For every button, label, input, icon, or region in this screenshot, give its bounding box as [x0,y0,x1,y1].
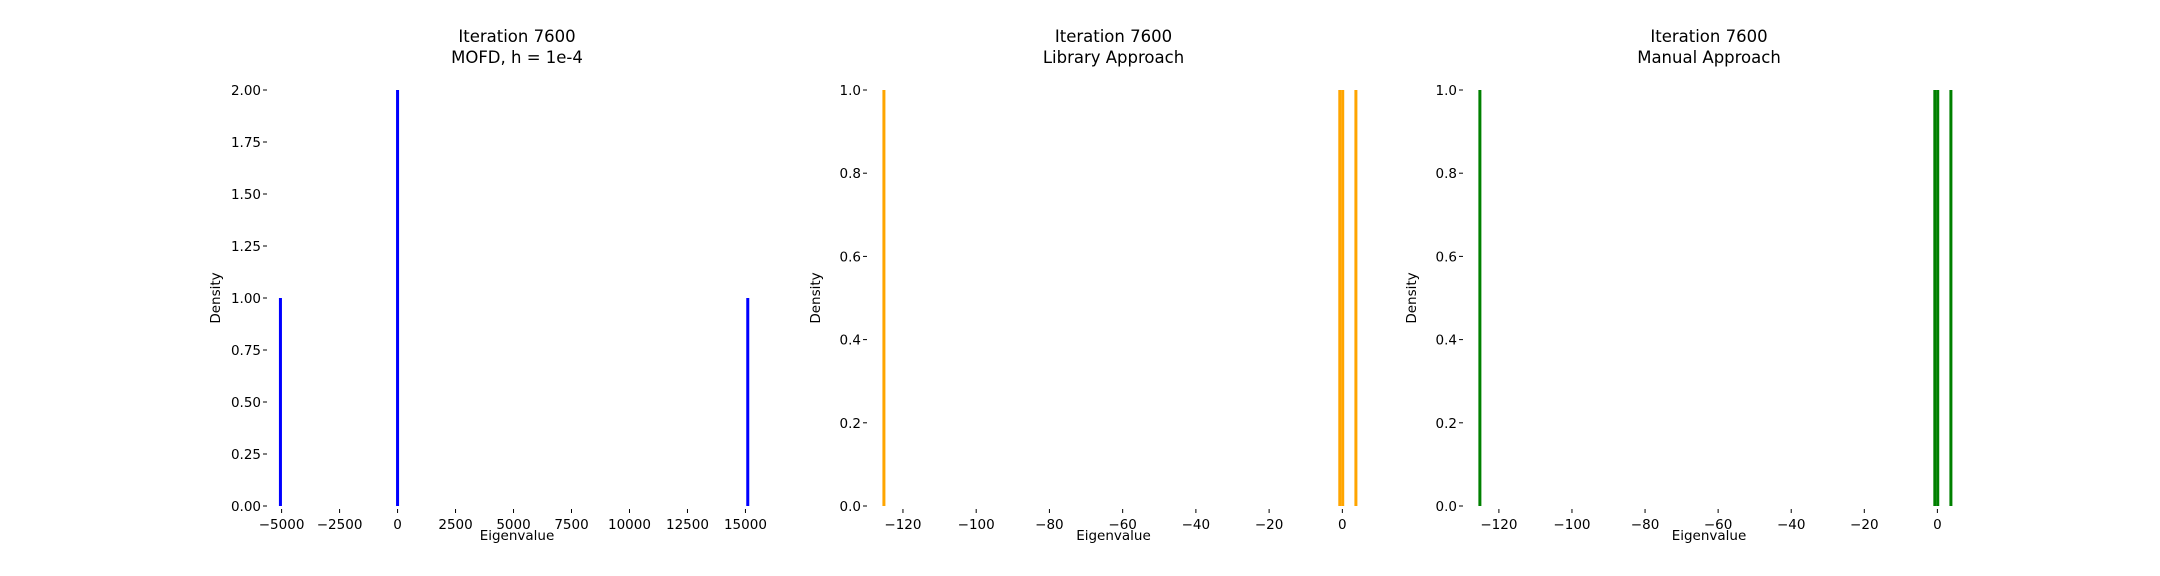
x-axis-label: Eigenvalue [1076,528,1151,544]
y-tick-label: 0.50 [231,395,261,411]
chart-subtitle: Library Approach [1043,48,1184,67]
y-tick-label: 0.6 [840,249,861,265]
bar-4 [1354,90,1358,506]
y-tick-label: 0.6 [1436,249,1457,265]
x-tick-label: −120 [884,517,921,533]
chart-panel-1: Iteration 7600 MOFD, h = 1e-4 −5000 −2500 0 2… [208,27,767,544]
bar-4 [1949,90,1953,506]
x-tick-label: −20 [1850,517,1879,533]
y-tick-label: 2.00 [231,83,261,99]
bar-3 [746,298,750,506]
y-tick-label: 1.0 [840,83,861,99]
x-tick-label: 0 [1933,517,1942,533]
x-tick-label: 7500 [554,517,588,533]
y-tick-label: 0.4 [840,333,861,349]
x-tick-label: 0 [393,517,402,533]
x-axis-label: Eigenvalue [480,528,555,544]
chart-title: Iteration 7600 [1650,27,1767,46]
y-tick-label: 0.25 [231,447,261,463]
y-tick-label: 0.4 [1436,333,1457,349]
y-tick-label: 0.00 [231,499,261,515]
x-tick-label: −80 [1631,517,1660,533]
x-tick-label: 2500 [438,517,472,533]
y-axis-label: Density [208,272,224,323]
chart-title: Iteration 7600 [1055,27,1172,46]
chart-subtitle: MOFD, h = 1e-4 [451,48,583,67]
bar-3 [1936,90,1940,506]
x-tick-label: −100 [1553,517,1590,533]
x-tick-label: −60 [1704,517,1733,533]
x-tick-label: 0 [1338,517,1347,533]
chart-title: Iteration 7600 [458,27,575,46]
y-tick-label: 0.0 [1436,499,1457,515]
y-tick-label: 0.8 [1436,166,1457,182]
y-tick-label: 0.0 [840,499,861,515]
y-tick-label: 0.75 [231,343,261,359]
bar-2 [396,90,400,506]
x-axis-label: Eigenvalue [1672,528,1747,544]
x-tick-label: −20 [1255,517,1284,533]
x-tick-label: −40 [1777,517,1806,533]
x-tick-label: 12500 [666,517,709,533]
x-tick-label: −5000 [259,517,305,533]
x-tick-label: −2500 [317,517,363,533]
y-tick-label: 1.00 [231,291,261,307]
bar-2 [1933,90,1937,506]
x-tick-label: 10000 [608,517,651,533]
x-tick-label: −40 [1182,517,1211,533]
x-tick-label: −120 [1480,517,1517,533]
y-tick-label: 1.0 [1436,83,1457,99]
chart-panel-3: Iteration 7600 Manual Approach −120 −100 −80… [1404,27,1953,544]
bar-1 [1478,90,1482,506]
chart-panel-2: Iteration 7600 Library Approach −120 −100 −8… [808,27,1358,544]
chart-subtitle: Manual Approach [1637,48,1781,67]
x-tick-label: −80 [1035,517,1064,533]
y-axis-label: Density [808,272,824,323]
bar-1 [882,90,886,506]
bar-2 [1338,90,1342,506]
bar-3 [1341,90,1345,506]
bar-1 [278,298,282,506]
y-tick-label: 0.8 [840,166,861,182]
y-tick-label: 1.75 [231,135,261,151]
x-tick-label: 5000 [496,517,530,533]
x-tick-label: −60 [1108,517,1137,533]
y-tick-label: 1.50 [231,187,261,203]
x-tick-label: −100 [958,517,995,533]
x-tick-label: 15000 [724,517,767,533]
y-axis-label: Density [1404,272,1420,323]
y-tick-label: 1.25 [231,239,261,255]
y-tick-label: 0.2 [840,416,861,432]
y-tick-label: 0.2 [1436,416,1457,432]
